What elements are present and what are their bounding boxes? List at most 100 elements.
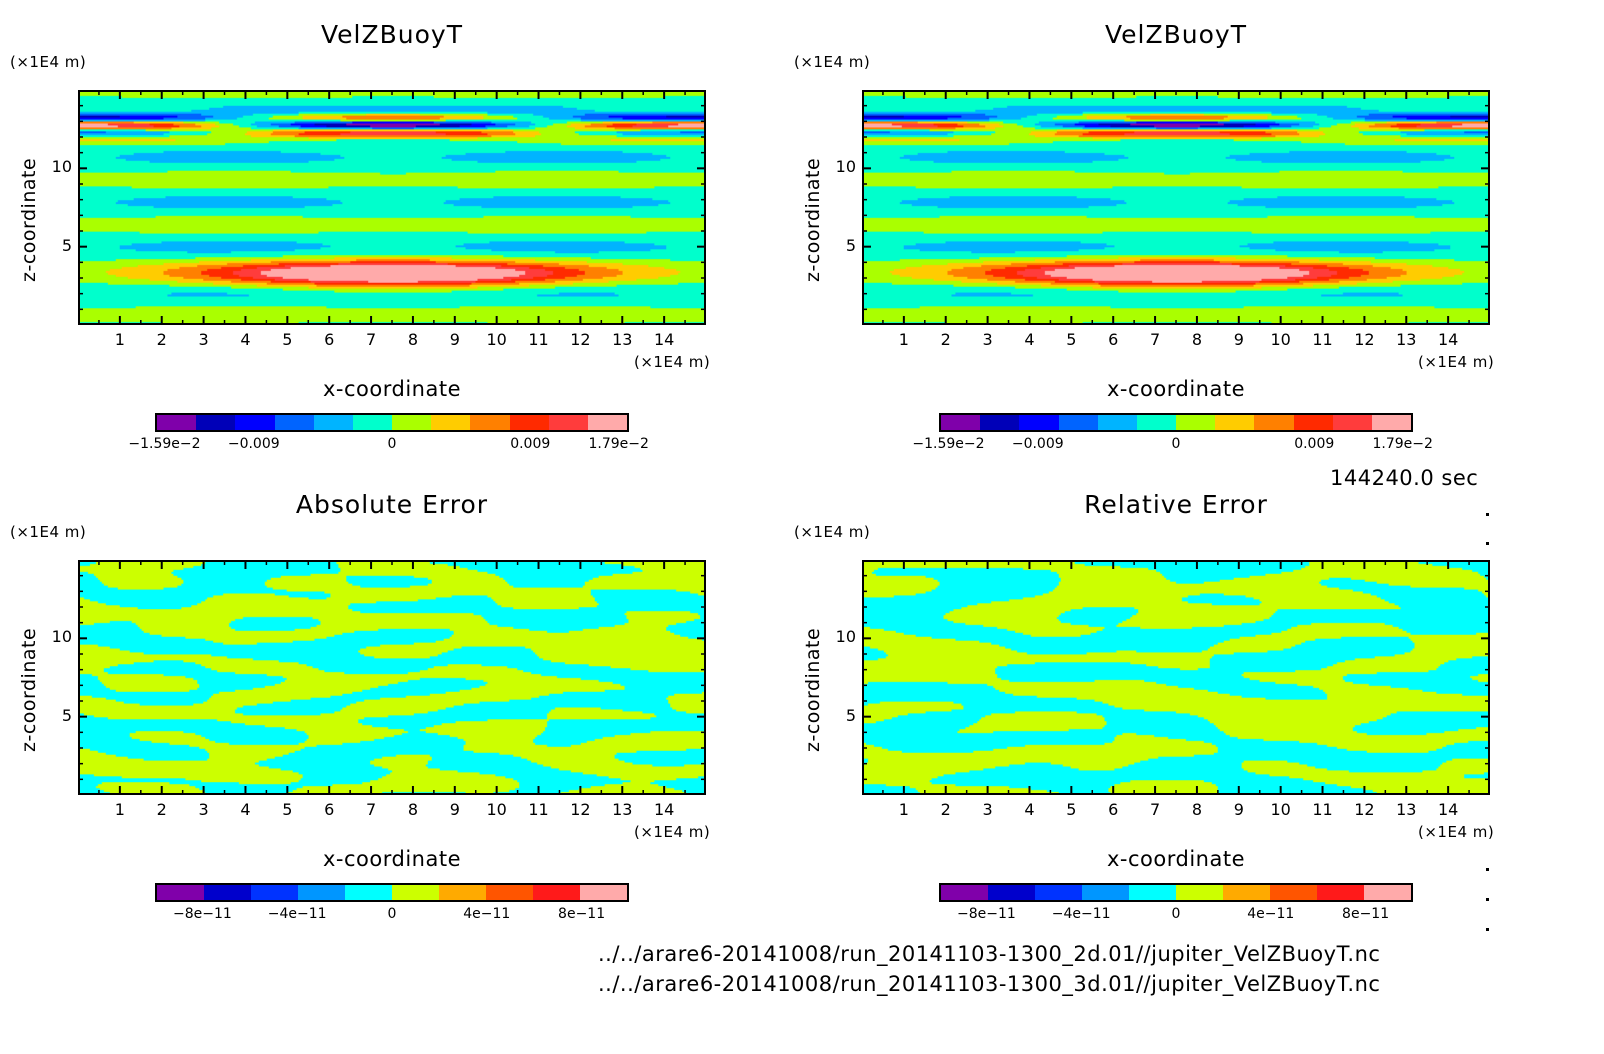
- x-tick-label: 5: [282, 330, 293, 349]
- x-tick-label: 11: [528, 800, 549, 819]
- colorbar-tick-label: −1.59e−2: [128, 436, 201, 452]
- x-tick-label: 2: [156, 330, 167, 349]
- x-tick-label: 10: [486, 800, 507, 819]
- x-tick-label: 2: [940, 800, 951, 819]
- x-tick-label: 6: [324, 800, 335, 819]
- colorbar: [939, 883, 1413, 902]
- colorbar-segment: [1129, 885, 1176, 900]
- colorbar-tick-label: 4e−11: [1247, 906, 1295, 922]
- colorbar-tick-label: 0.009: [1294, 436, 1335, 452]
- colorbar-segment: [392, 885, 439, 900]
- x-unit-label: (×1E4 m): [634, 823, 711, 841]
- x-axis-label: x-coordinate: [1106, 847, 1246, 871]
- colorbar-segment: [1270, 885, 1317, 900]
- x-tick-label: 3: [198, 800, 209, 819]
- x-tick-label: 3: [982, 800, 993, 819]
- colorbar-segment: [980, 415, 1020, 430]
- colorbar-segment: [1364, 885, 1411, 900]
- colorbar: [939, 413, 1413, 432]
- colorbar-tick-label: 0.009: [510, 436, 551, 452]
- colorbar-tick-label: 8e−11: [1342, 906, 1390, 922]
- x-tick-label: 9: [1233, 800, 1244, 819]
- colorbar-tick-label: −8e−11: [956, 906, 1016, 922]
- x-tick-label: 5: [282, 800, 293, 819]
- y-unit-label: (×1E4 m): [10, 53, 87, 71]
- heatmap-plot[interactable]: [862, 90, 1490, 325]
- marker-dot: [1486, 868, 1489, 871]
- x-tick-label: 8: [407, 330, 419, 349]
- colorbar-segment: [1215, 415, 1255, 430]
- colorbar-tick-label: −4e−11: [1051, 906, 1111, 922]
- x-tick-label: 8: [1191, 800, 1203, 819]
- colorbar-segment: [1176, 415, 1216, 430]
- chart-title: VelZBuoyT: [1105, 20, 1247, 49]
- x-tick-label: 4: [1024, 800, 1035, 819]
- heatmap-plot[interactable]: [862, 560, 1490, 795]
- y-unit-label: (×1E4 m): [794, 53, 871, 71]
- y-axis-label: z-coordinate: [18, 627, 40, 752]
- colorbar-segment: [1293, 415, 1333, 430]
- x-tick-label: 13: [612, 330, 633, 349]
- y-axis-label: z-coordinate: [802, 157, 824, 282]
- colorbar-segment: [1082, 885, 1129, 900]
- x-tick-label: 14: [653, 330, 675, 349]
- colorbar-segment: [587, 415, 628, 430]
- colorbar-segment: [1035, 885, 1082, 900]
- axis-ticks: [862, 90, 1490, 325]
- y-unit-label: (×1E4 m): [794, 523, 871, 541]
- chart-title: VelZBuoyT: [321, 20, 463, 49]
- x-tick-label: 4: [240, 330, 251, 349]
- colorbar-segment: [1097, 415, 1137, 430]
- x-tick-label: 11: [1312, 800, 1333, 819]
- colorbar-tick-label: 8e−11: [558, 906, 606, 922]
- colorbar-segment: [941, 885, 988, 900]
- marker-dot: [1486, 928, 1489, 931]
- colorbar-segment: [1317, 885, 1364, 900]
- x-tick-label: 10: [486, 330, 507, 349]
- x-tick-label: 1: [114, 800, 125, 819]
- file-path-2d: ../../arare6-20141008/run_20141103-1300_…: [598, 942, 1381, 966]
- x-tick-label: 10: [1270, 800, 1291, 819]
- y-tick-label: 10: [835, 627, 856, 647]
- colorbar-segment: [345, 885, 392, 900]
- x-tick-label: 11: [1312, 330, 1333, 349]
- x-tick-label: 13: [1396, 330, 1417, 349]
- x-tick-label: 7: [1149, 800, 1161, 819]
- colorbar-tick-label: 0: [1171, 436, 1181, 452]
- colorbar-segment: [1254, 415, 1294, 430]
- y-tick-label: 10: [51, 157, 72, 177]
- x-tick-label: 12: [570, 800, 591, 819]
- x-unit-label: (×1E4 m): [1418, 823, 1495, 841]
- y-axis-label: z-coordinate: [18, 157, 40, 282]
- x-axis-label: x-coordinate: [322, 377, 462, 401]
- colorbar-segment: [1136, 415, 1177, 430]
- axis-ticks: [78, 560, 706, 795]
- colorbar-tick-label: −0.009: [227, 436, 280, 452]
- x-tick-label: 1: [898, 800, 909, 819]
- y-tick-label: 5: [61, 705, 72, 725]
- colorbar-segment: [235, 415, 275, 430]
- colorbar-segment: [580, 885, 627, 900]
- colorbar-tick-label: −8e−11: [172, 906, 232, 922]
- x-tick-label: 10: [1270, 330, 1291, 349]
- x-tick-label: 14: [1437, 800, 1459, 819]
- x-tick-label: 9: [1233, 330, 1244, 349]
- time-label: 144240.0 sec: [1330, 466, 1479, 490]
- colorbar-segment: [533, 885, 580, 900]
- heatmap-plot[interactable]: [78, 90, 706, 325]
- colorbar: [155, 883, 629, 902]
- x-tick-label: 6: [324, 330, 335, 349]
- file-path-3d: ../../arare6-20141008/run_20141103-1300_…: [598, 972, 1381, 996]
- colorbar-tick-label: 4e−11: [463, 906, 511, 922]
- y-tick-label: 5: [845, 235, 856, 255]
- colorbar-segment: [352, 415, 393, 430]
- heatmap-plot[interactable]: [78, 560, 706, 795]
- x-tick-label: 9: [449, 800, 460, 819]
- x-tick-label: 4: [1024, 330, 1035, 349]
- x-tick-label: 9: [449, 330, 460, 349]
- y-unit-label: (×1E4 m): [10, 523, 87, 541]
- colorbar-tick-label: 0: [1171, 906, 1181, 922]
- colorbar-segment: [1332, 415, 1372, 430]
- x-tick-label: 12: [570, 330, 591, 349]
- colorbar-segment: [251, 885, 298, 900]
